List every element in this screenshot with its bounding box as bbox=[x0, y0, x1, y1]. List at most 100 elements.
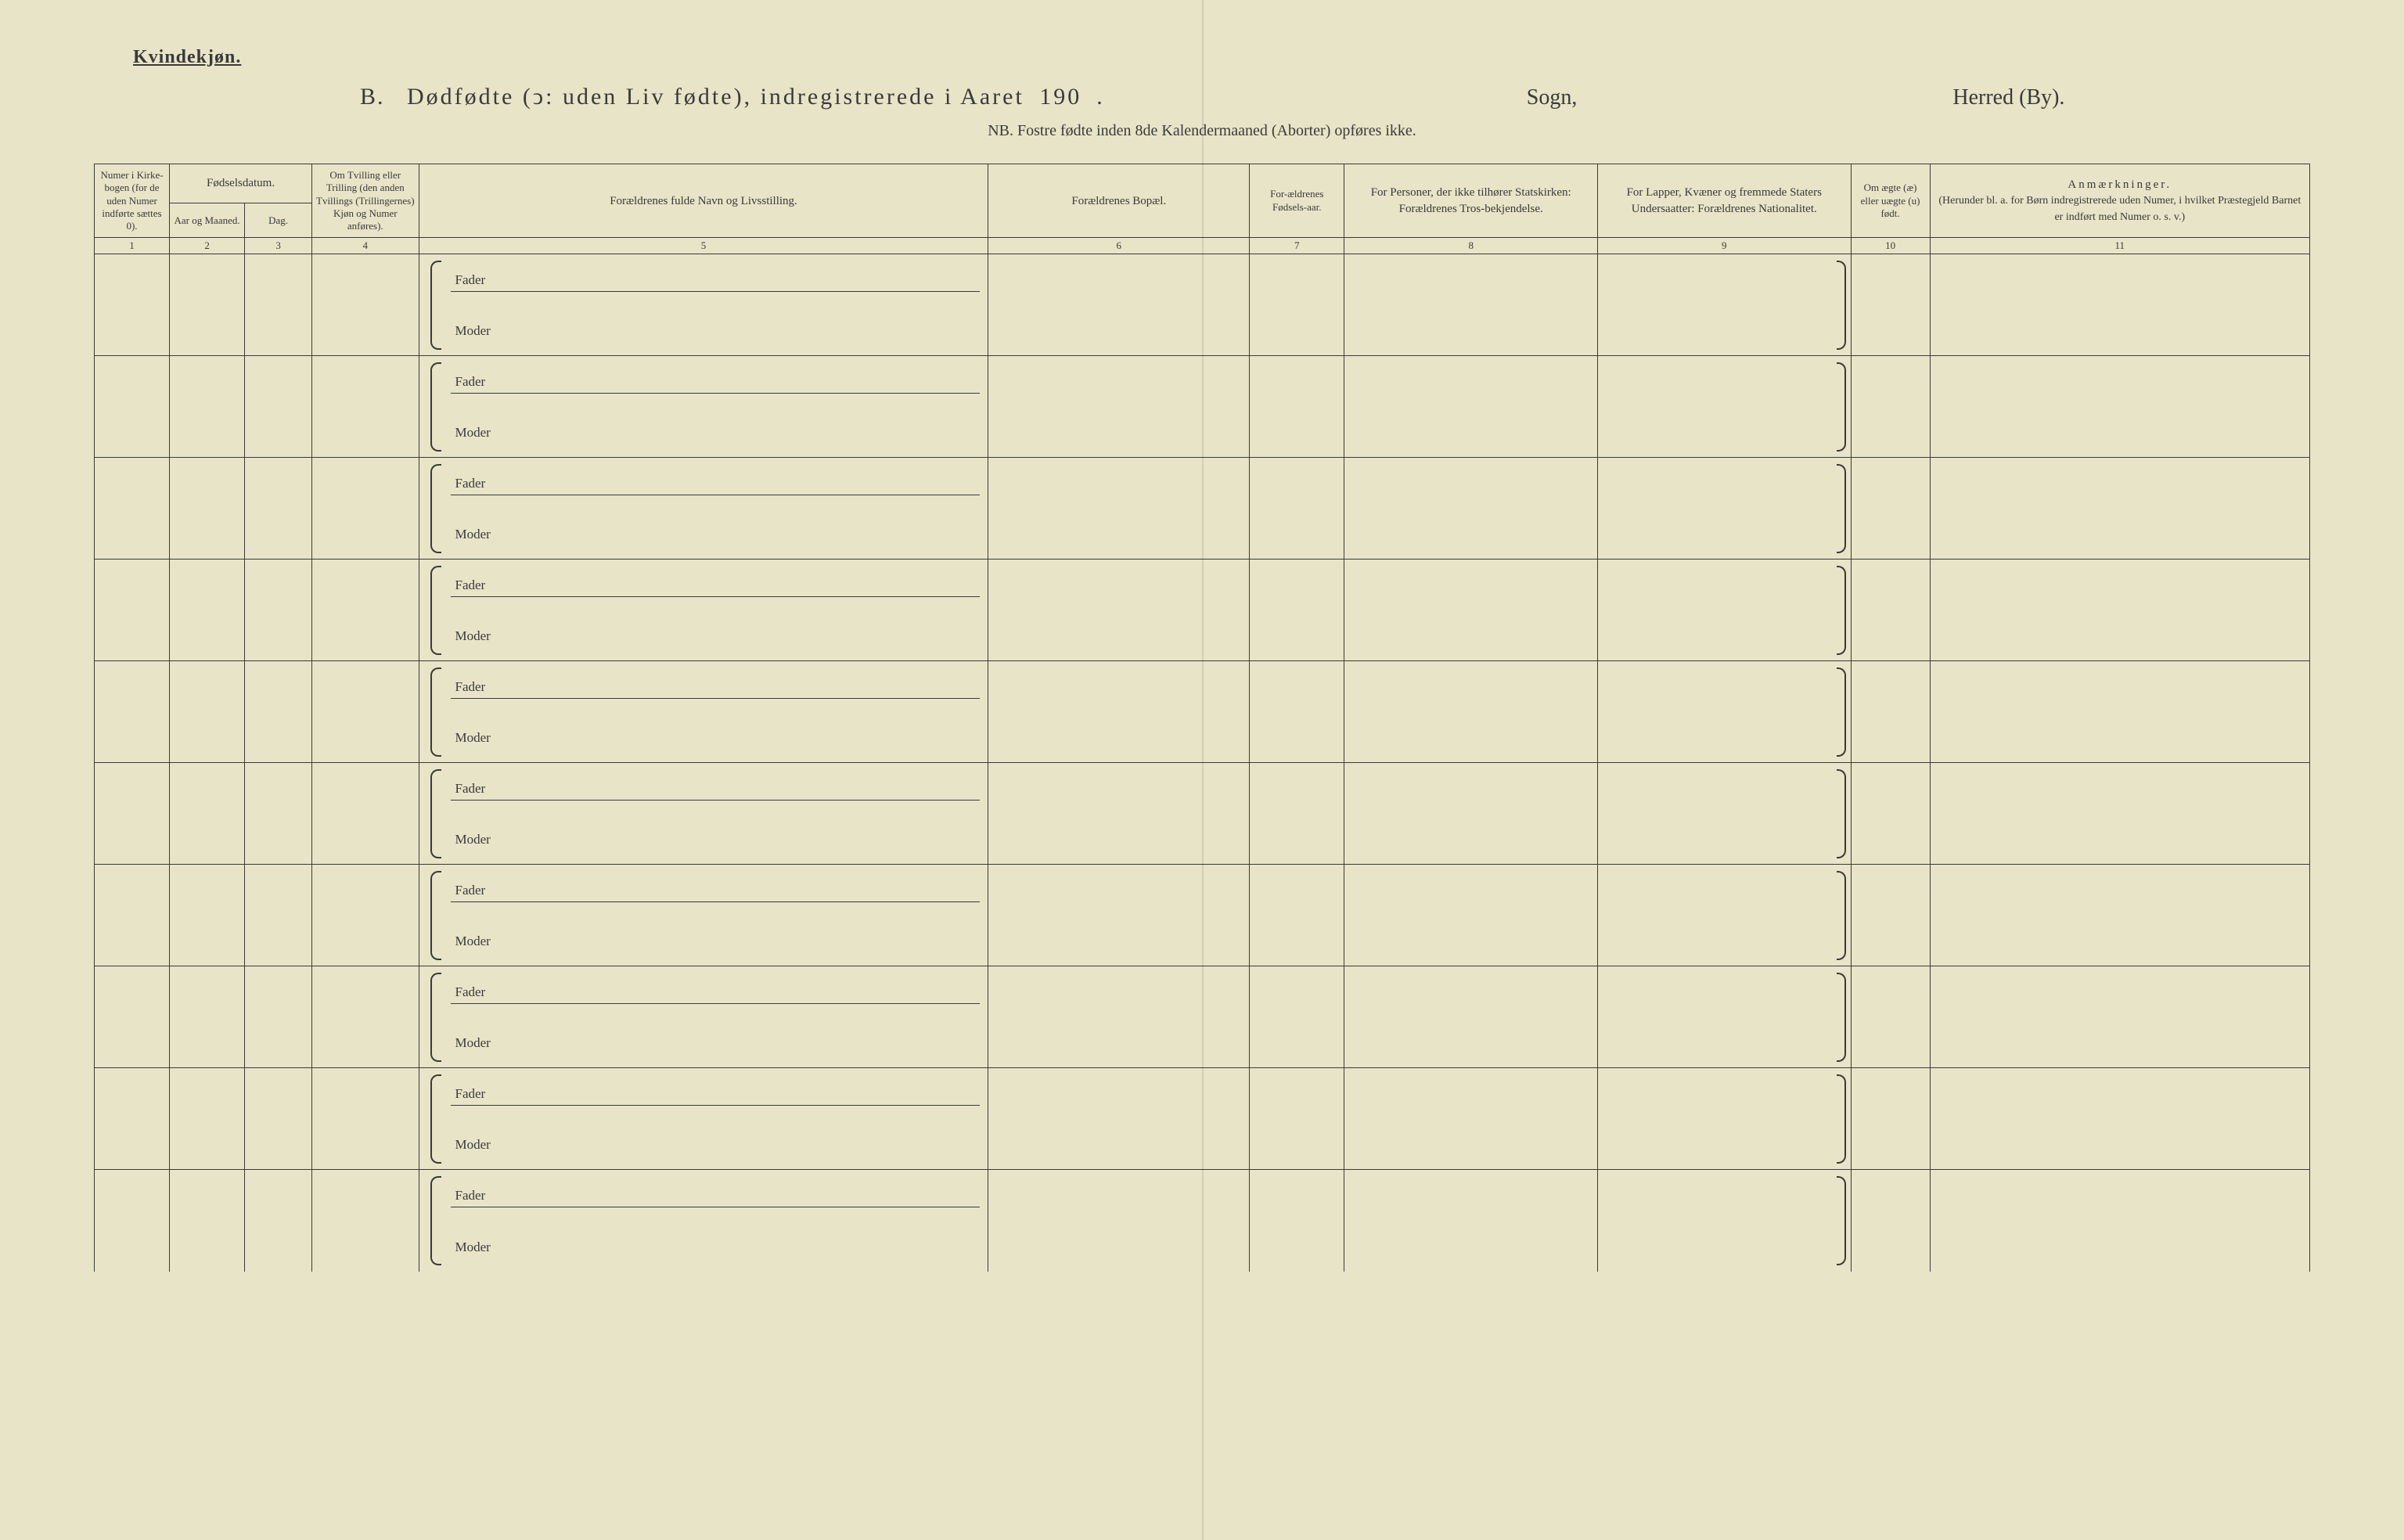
cell bbox=[1597, 356, 1851, 458]
cell bbox=[170, 661, 245, 763]
cell: FaderModer bbox=[419, 763, 988, 865]
cell bbox=[1344, 356, 1598, 458]
right-brace bbox=[1835, 973, 1846, 1062]
cell bbox=[95, 1170, 170, 1272]
cell bbox=[1344, 458, 1598, 560]
cell bbox=[1250, 560, 1344, 661]
right-brace bbox=[1835, 362, 1846, 452]
cell bbox=[1930, 356, 2309, 458]
cell bbox=[1344, 254, 1598, 356]
col-header-2-group: Fødselsdatum. bbox=[170, 164, 312, 203]
cell bbox=[1250, 1068, 1344, 1170]
cell bbox=[988, 661, 1250, 763]
cell bbox=[988, 763, 1250, 865]
fader-label: Fader bbox=[451, 980, 981, 1004]
cell bbox=[1851, 661, 1930, 763]
cell bbox=[1930, 865, 2309, 966]
table-row: FaderModer bbox=[95, 458, 2310, 560]
cell bbox=[245, 966, 312, 1068]
cell bbox=[170, 966, 245, 1068]
table-row: FaderModer bbox=[95, 1170, 2310, 1272]
col9-inner bbox=[1598, 254, 1851, 355]
table-head: Numer i Kirke-bogen (for de uden Numer i… bbox=[95, 164, 2310, 254]
col9-inner bbox=[1598, 763, 1851, 864]
table-body: FaderModerFaderModerFaderModerFaderModer… bbox=[95, 254, 2310, 1272]
cell bbox=[312, 254, 419, 356]
cell bbox=[988, 865, 1250, 966]
col-11-title: Anmærkninger. bbox=[2068, 178, 2172, 191]
cell bbox=[95, 966, 170, 1068]
col-num: 10 bbox=[1851, 238, 1930, 254]
cell bbox=[95, 661, 170, 763]
right-brace bbox=[1835, 566, 1846, 655]
cell bbox=[312, 661, 419, 763]
cell bbox=[988, 356, 1250, 458]
col-num: 4 bbox=[312, 238, 419, 254]
cell bbox=[312, 458, 419, 560]
cell bbox=[1597, 1068, 1851, 1170]
col-header-10: Om ægte (æ) eller uægte (u) født. bbox=[1851, 164, 1930, 238]
col-header-6: Forældrenes Bopæl. bbox=[988, 164, 1250, 238]
cell bbox=[312, 865, 419, 966]
title-prefix: B. bbox=[360, 84, 385, 110]
cell: FaderModer bbox=[419, 356, 988, 458]
cell bbox=[1250, 1170, 1344, 1272]
cell: FaderModer bbox=[419, 254, 988, 356]
cell bbox=[1851, 254, 1930, 356]
cell bbox=[245, 763, 312, 865]
parents-cell: FaderModer bbox=[419, 1170, 988, 1272]
fader-label: Fader bbox=[451, 675, 981, 699]
col-header-7: For-ældrenes Fødsels-aar. bbox=[1250, 164, 1344, 238]
moder-label: Moder bbox=[451, 1132, 981, 1156]
cell bbox=[245, 1068, 312, 1170]
col9-inner bbox=[1598, 356, 1851, 457]
cell bbox=[1344, 1170, 1598, 1272]
col-num: 8 bbox=[1344, 238, 1598, 254]
cell bbox=[1930, 254, 2309, 356]
cell bbox=[1851, 356, 1930, 458]
cell bbox=[988, 966, 1250, 1068]
col-header-5: Forældrenes fulde Navn og Livsstilling. bbox=[419, 164, 988, 238]
table-row: FaderModer bbox=[95, 763, 2310, 865]
herred-label: Herred (By). bbox=[1952, 85, 2064, 110]
cell: FaderModer bbox=[419, 560, 988, 661]
parents-cell: FaderModer bbox=[419, 560, 988, 660]
cell bbox=[245, 356, 312, 458]
left-brace bbox=[430, 261, 448, 350]
cell bbox=[988, 1068, 1250, 1170]
right-brace bbox=[1835, 464, 1846, 553]
gender-heading: Kvindekjøn. bbox=[133, 47, 2310, 68]
cell bbox=[312, 560, 419, 661]
cell bbox=[1597, 661, 1851, 763]
cell bbox=[245, 865, 312, 966]
right-brace bbox=[1835, 261, 1846, 350]
col9-inner bbox=[1598, 1068, 1851, 1169]
col-num: 1 bbox=[95, 238, 170, 254]
fader-label: Fader bbox=[451, 1081, 981, 1106]
cell bbox=[1344, 661, 1598, 763]
cell bbox=[245, 1170, 312, 1272]
cell bbox=[1851, 865, 1930, 966]
cell bbox=[1930, 1068, 2309, 1170]
cell bbox=[1597, 865, 1851, 966]
table-row: FaderModer bbox=[95, 560, 2310, 661]
left-brace bbox=[430, 769, 448, 858]
table-row: FaderModer bbox=[95, 356, 2310, 458]
cell bbox=[1250, 254, 1344, 356]
col-header-11: Anmærkninger. (Herunder bl. a. for Børn … bbox=[1930, 164, 2309, 238]
cell bbox=[1344, 865, 1598, 966]
cell bbox=[95, 560, 170, 661]
left-brace bbox=[430, 566, 448, 655]
col9-inner bbox=[1598, 661, 1851, 762]
title-row: B. Dødfødte (ↄ: uden Liv fødte), indregi… bbox=[94, 84, 2310, 110]
cell bbox=[1344, 763, 1598, 865]
cell bbox=[1344, 1068, 1598, 1170]
col-num: 11 bbox=[1930, 238, 2309, 254]
parents-cell: FaderModer bbox=[419, 254, 988, 355]
left-brace bbox=[430, 973, 448, 1062]
cell bbox=[170, 1170, 245, 1272]
cell bbox=[1250, 865, 1344, 966]
col-num: 5 bbox=[419, 238, 988, 254]
parents-cell: FaderModer bbox=[419, 661, 988, 762]
cell bbox=[1597, 763, 1851, 865]
